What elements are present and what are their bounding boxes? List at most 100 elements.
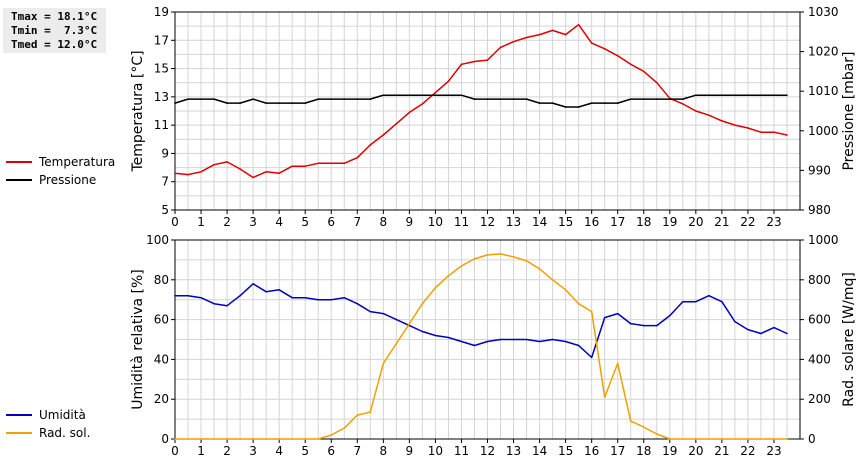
data-point (226, 161, 228, 163)
data-point (577, 344, 580, 347)
data-point (343, 98, 346, 100)
y-tick-label: 5 (161, 203, 169, 217)
data-point (486, 98, 489, 100)
data-point (590, 356, 593, 359)
data-point (747, 328, 749, 331)
data-point (291, 165, 293, 167)
y-tick-label: 15 (154, 62, 169, 76)
data-point (187, 438, 189, 440)
data-point (460, 265, 463, 267)
data-point (369, 144, 372, 146)
data-point (174, 294, 176, 297)
x-tick-label: 20 (688, 444, 703, 458)
data-point (421, 103, 424, 105)
data-point (682, 98, 684, 100)
data-point (734, 320, 736, 323)
x-tick-label: 20 (688, 215, 703, 229)
x-tick-label: 10 (428, 215, 443, 229)
data-point (317, 298, 320, 301)
data-point (747, 438, 749, 440)
data-point (603, 316, 606, 319)
y2-axis-label: Pressione [mbar] (841, 51, 857, 170)
data-point (551, 29, 554, 32)
data-point (473, 258, 476, 260)
data-point (616, 362, 619, 365)
data-point (486, 254, 489, 256)
data-point (760, 94, 762, 96)
data-point (317, 98, 320, 100)
data-point (590, 42, 593, 44)
x-tick-label: 7 (353, 215, 361, 229)
data-point (603, 102, 606, 104)
data-point (460, 63, 463, 66)
y-axis-label: Temperatura [°C] (130, 50, 146, 172)
data-point (473, 344, 476, 347)
y-tick-label: 0 (161, 432, 169, 446)
data-point (525, 36, 528, 39)
data-point (447, 336, 450, 339)
y2-tick-label: 990 (808, 163, 831, 177)
data-point (421, 330, 424, 333)
x-tick-label: 23 (766, 444, 781, 458)
data-point (395, 94, 398, 96)
x-tick-label: 17 (610, 444, 625, 458)
data-point (564, 106, 567, 108)
data-point (564, 288, 567, 291)
data-point (382, 94, 385, 96)
data-point (447, 80, 450, 83)
x-tick-label: 6 (327, 444, 335, 458)
data-point (187, 294, 189, 297)
data-point (642, 70, 645, 73)
data-point (682, 300, 684, 303)
data-point (356, 156, 359, 159)
x-tick-label: 3 (249, 444, 257, 458)
data-point (721, 120, 723, 122)
y-tick-label: 60 (154, 313, 169, 327)
data-point (408, 111, 411, 114)
x-tick-label: 15 (558, 215, 573, 229)
data-point (786, 94, 788, 96)
data-point (577, 302, 580, 305)
x-tick-label: 2 (223, 215, 231, 229)
y2-tick-label: 1000 (808, 233, 839, 247)
data-point (304, 165, 307, 167)
x-tick-label: 19 (662, 444, 677, 458)
data-point (616, 102, 619, 104)
data-point (447, 94, 450, 96)
data-point (213, 98, 215, 100)
data-point (252, 282, 254, 285)
x-tick-label: 11 (454, 215, 469, 229)
data-point (356, 302, 359, 305)
x-tick-label: 7 (353, 444, 361, 458)
data-point (200, 171, 202, 173)
stat-tmin: Tmin = 7.3°C (11, 24, 98, 37)
y2-tick-label: 1020 (808, 45, 839, 59)
y2-tick-label: 0 (808, 432, 816, 446)
data-point (760, 438, 762, 440)
data-point (291, 102, 293, 104)
data-point (278, 288, 280, 291)
data-point (369, 411, 372, 413)
chart-1: 0 1 2 3 4 5 6 7 8 9 10 11 12 13 14 15 16 17 18 19 20 21 22 2357… (6, 5, 857, 229)
data-point (499, 98, 502, 100)
data-point (434, 286, 437, 289)
data-point (551, 102, 554, 104)
data-point (786, 332, 788, 335)
data-point (682, 438, 684, 440)
data-point (629, 420, 632, 422)
data-point (695, 438, 697, 440)
y2-tick-label: 400 (808, 352, 831, 366)
data-point (708, 114, 710, 117)
data-point (213, 163, 215, 166)
x-tick-label: 11 (454, 444, 469, 458)
data-point (786, 438, 788, 440)
x-tick-label: 3 (249, 215, 257, 229)
data-point (564, 340, 567, 343)
data-point (473, 98, 476, 100)
legend-label: Umidità (39, 408, 86, 422)
data-point (330, 162, 333, 165)
data-point (603, 47, 606, 50)
data-point (551, 279, 554, 281)
data-point (174, 438, 176, 440)
data-point (655, 324, 658, 327)
